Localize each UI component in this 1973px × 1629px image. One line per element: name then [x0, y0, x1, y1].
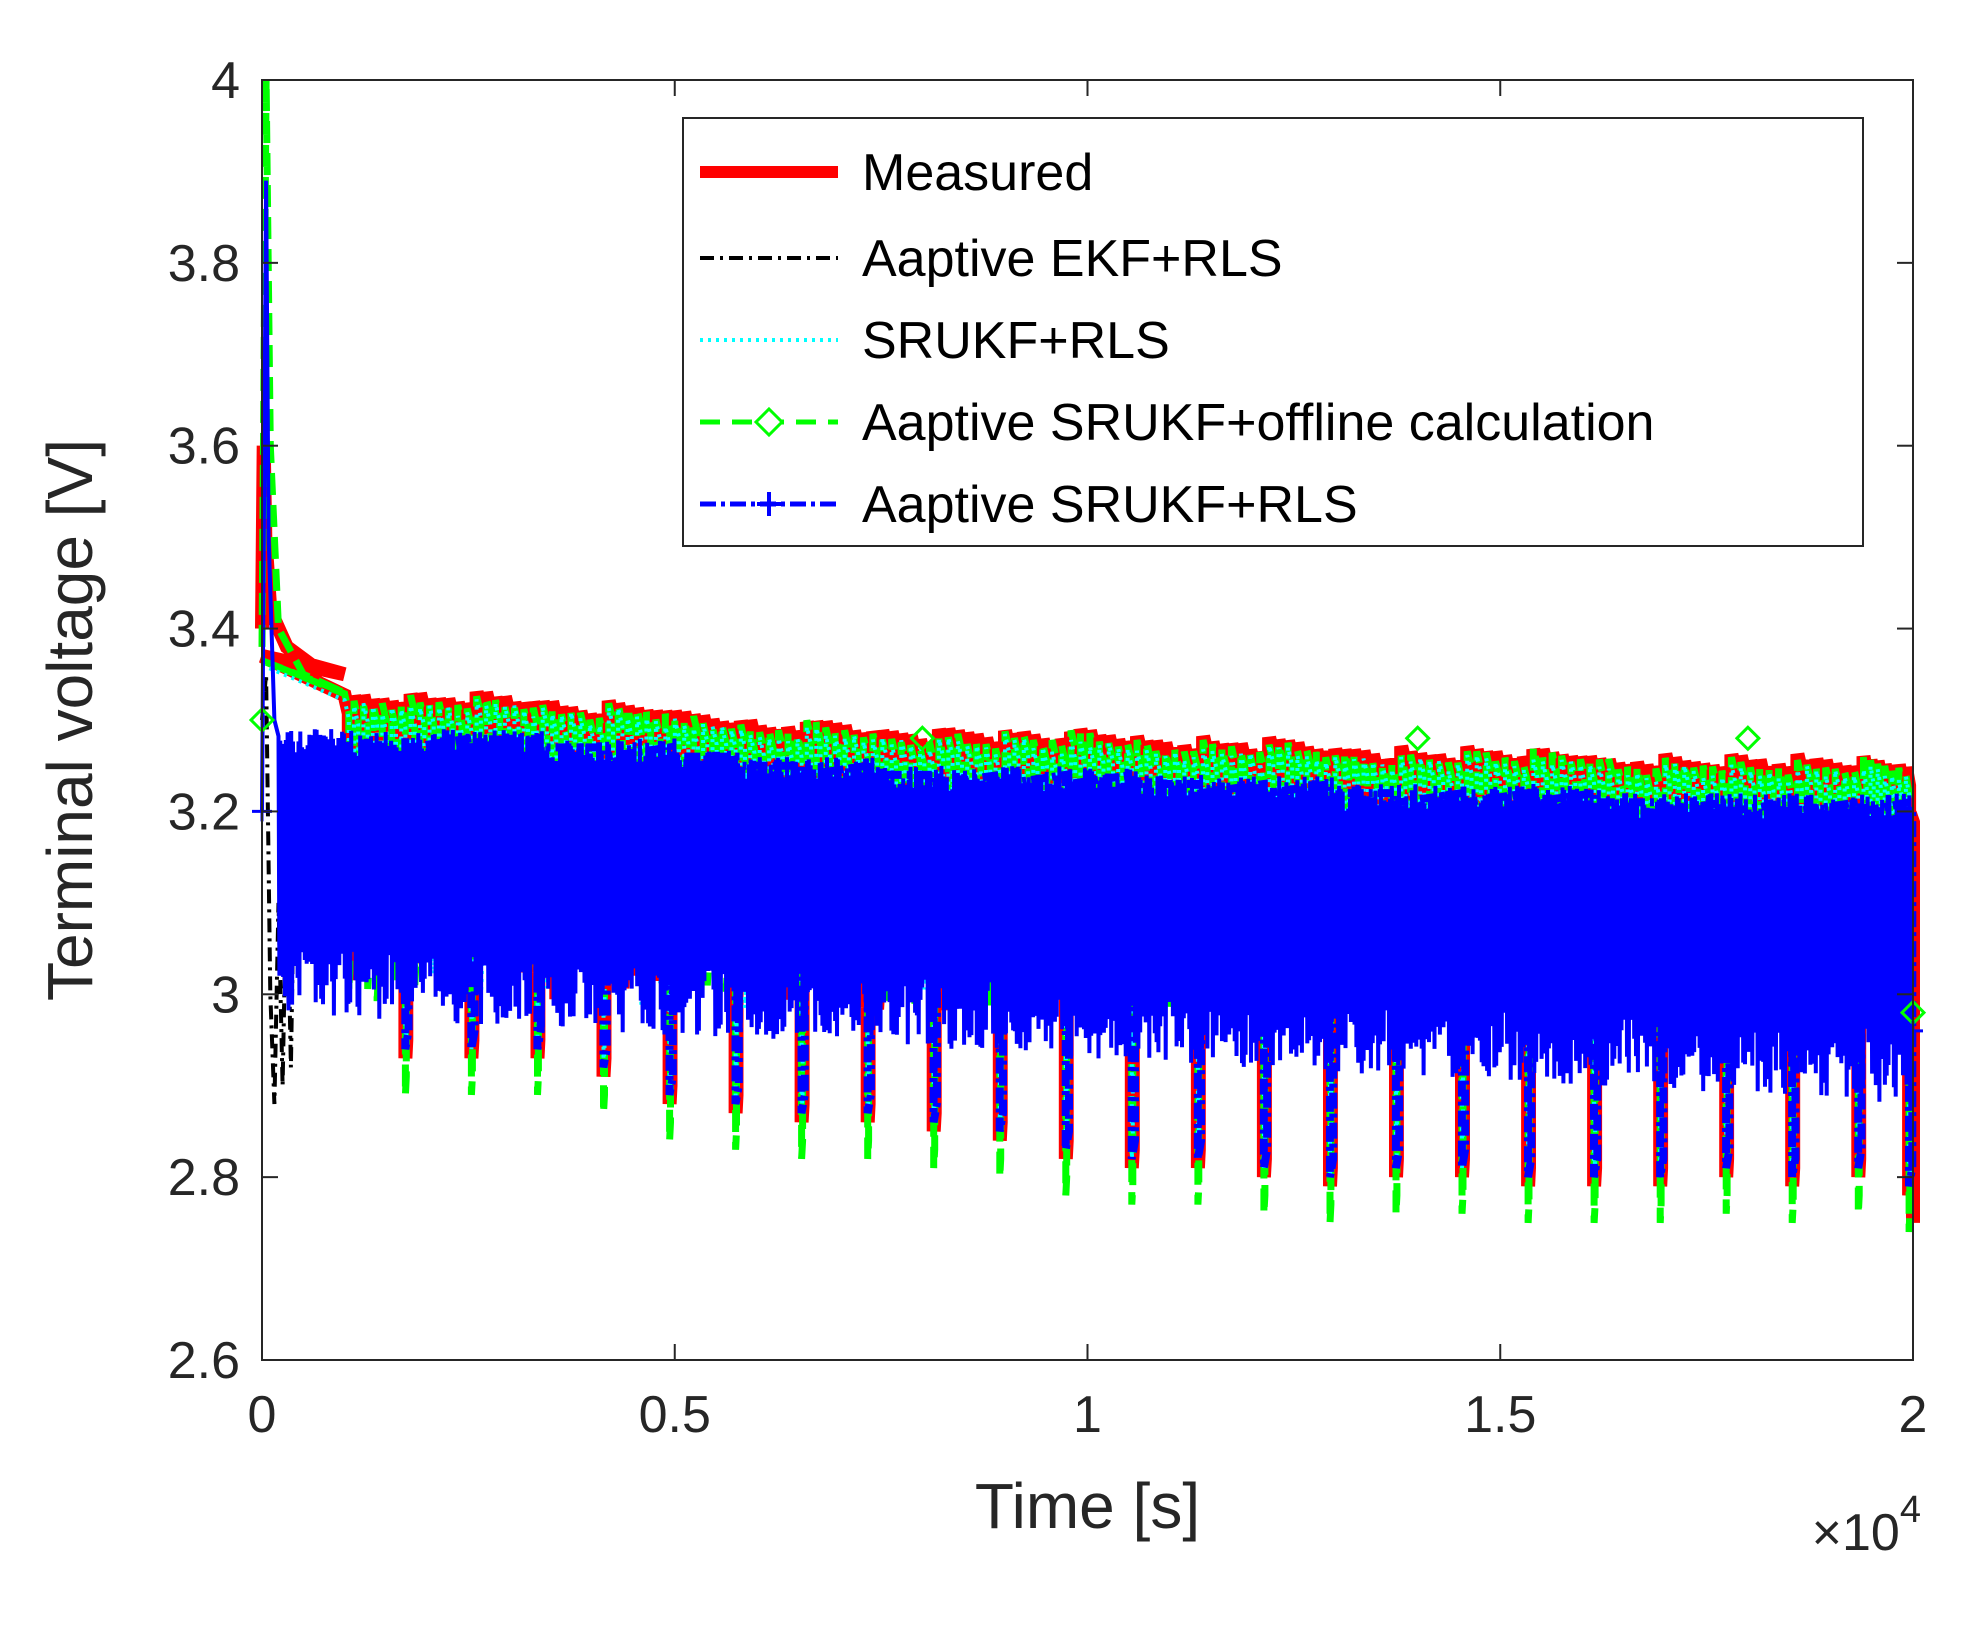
- x-tick-label: 0: [248, 1386, 277, 1444]
- y-tick-label: 2.6: [168, 1332, 240, 1390]
- legend-label-2: Aaptive EKF+RLS: [862, 230, 1283, 288]
- x-multiplier-exponent: 4: [1900, 1489, 1921, 1531]
- y-tick-label: 3.4: [168, 601, 240, 659]
- y-tick-label: 3.6: [168, 418, 240, 476]
- legend-box: [682, 117, 1864, 547]
- series-srukf-rls-adaptive-line: [401, 733, 1917, 1188]
- x-axis-label: Time [s]: [975, 1470, 1200, 1542]
- legend-label-4: Aaptive SRUKF+offline calculation: [862, 394, 1654, 452]
- green-diamond-marker: [909, 725, 936, 752]
- green-diamond-marker: [1404, 725, 1431, 752]
- x-multiplier-base: ×10: [1812, 1504, 1900, 1562]
- green-diamond-marker: [1734, 725, 1762, 752]
- y-tick-label: 3.2: [168, 783, 240, 841]
- x-tick-label: 0.5: [639, 1386, 711, 1444]
- y-axis-label: Terminal voltage [V]: [34, 439, 106, 1001]
- ticks-layer: 0 0.5 1 1.5 2 2.6 2.8 3 3.2 3.4 3.6 3.8 4: [168, 52, 1928, 1444]
- legend-items: Measured Aaptive EKF+RLS SRUKF+RLS Aaptive …: [700, 144, 1654, 534]
- series-layer: [248, 79, 1927, 1233]
- y-tick-label: 3: [211, 966, 240, 1024]
- legend-label-1: Measured: [862, 144, 1093, 202]
- x-tick-label: 1: [1073, 1386, 1102, 1444]
- legend: Measured Aaptive EKF+RLS SRUKF+RLS Aaptive …: [682, 117, 1864, 547]
- legend-plus-marker: [757, 492, 781, 516]
- y-tick-label: 3.8: [168, 235, 240, 293]
- y-tick-label: 4: [211, 52, 240, 110]
- legend-label-5: Aaptive SRUKF+RLS: [862, 476, 1358, 534]
- y-tick-label: 2.8: [168, 1149, 240, 1207]
- x-axis-multiplier: ×104: [1812, 1489, 1921, 1562]
- legend-label-3: SRUKF+RLS: [862, 312, 1170, 370]
- x-tick-label: 1.5: [1464, 1386, 1536, 1444]
- x-tick-label: 2: [1899, 1386, 1928, 1444]
- legend-diamond-marker: [753, 406, 785, 438]
- series-srukf-rls-adaptive-band: [260, 180, 1915, 1102]
